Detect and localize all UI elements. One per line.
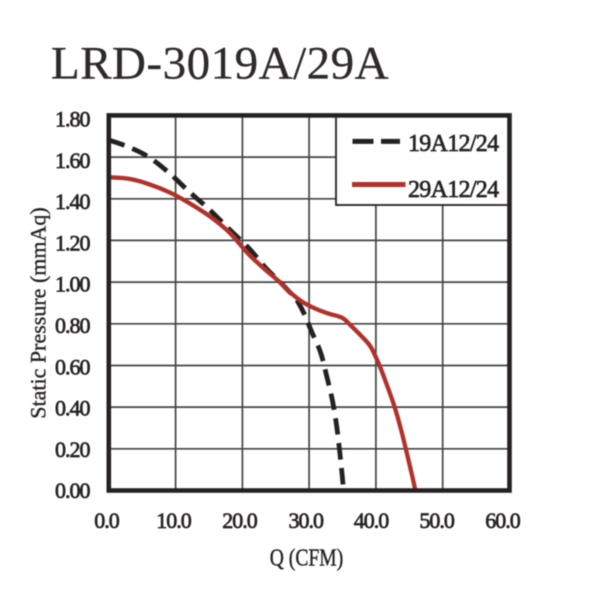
svg-text:LRD-3019A/29A: LRD-3019A/29A <box>51 38 389 90</box>
svg-text:0.0: 0.0 <box>94 508 120 533</box>
svg-text:50.0: 50.0 <box>419 508 455 533</box>
svg-text:20.0: 20.0 <box>222 508 258 533</box>
svg-text:0.80: 0.80 <box>55 313 91 338</box>
svg-text:1.00: 1.00 <box>55 272 91 297</box>
svg-text:1.60: 1.60 <box>55 148 91 173</box>
svg-text:1.80: 1.80 <box>55 107 91 132</box>
svg-text:60.0: 60.0 <box>485 508 521 533</box>
svg-text:Static Pressure (mmAq): Static Pressure (mmAq) <box>25 207 50 418</box>
svg-text:1.40: 1.40 <box>55 189 91 214</box>
svg-text:40.0: 40.0 <box>354 508 390 533</box>
svg-text:0.60: 0.60 <box>55 354 91 379</box>
svg-text:0.20: 0.20 <box>55 437 91 462</box>
svg-text:0.00: 0.00 <box>55 478 91 503</box>
svg-text:10.0: 10.0 <box>156 508 192 533</box>
svg-text:Q (CFM): Q (CFM) <box>270 543 343 571</box>
svg-text:19A12/24: 19A12/24 <box>408 131 499 157</box>
svg-text:30.0: 30.0 <box>288 508 324 533</box>
svg-text:1.20: 1.20 <box>55 230 91 255</box>
svg-text:0.40: 0.40 <box>55 396 91 421</box>
svg-text:29A12/24: 29A12/24 <box>408 177 499 203</box>
